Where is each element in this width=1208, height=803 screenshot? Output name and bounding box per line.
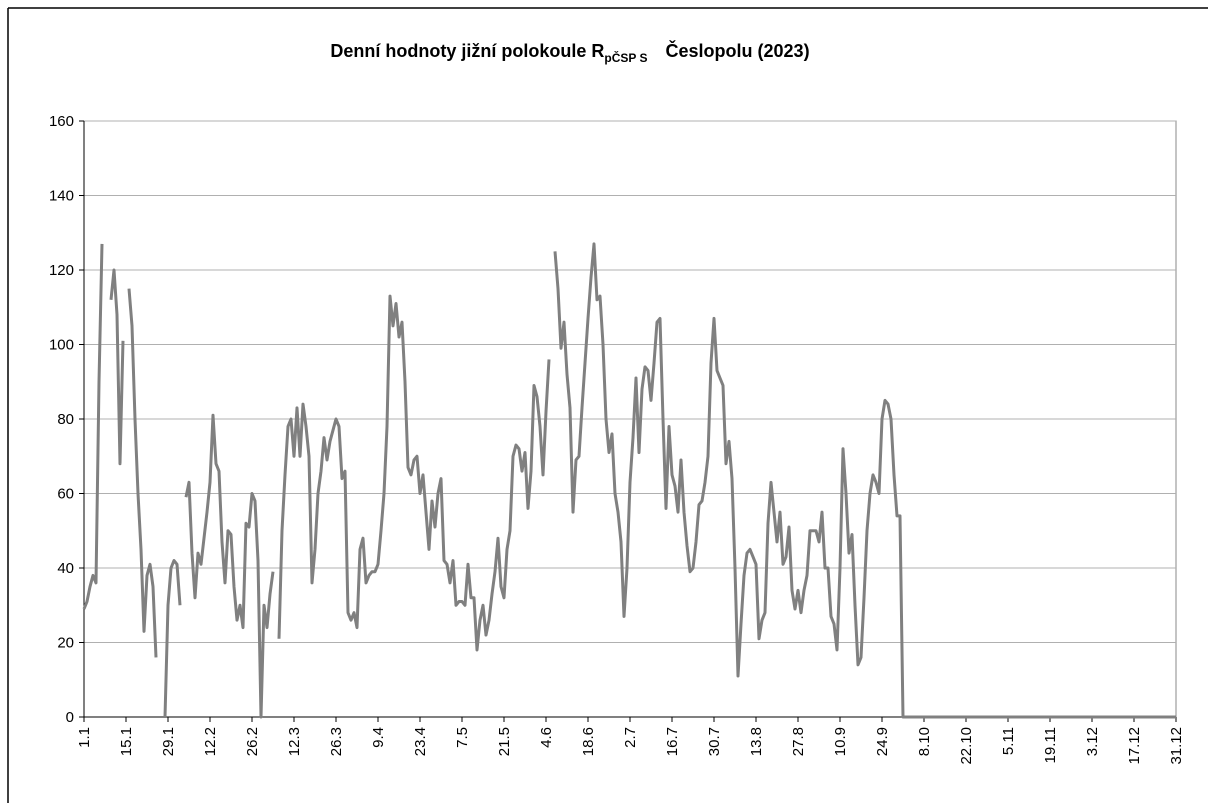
x-tick-label: 22.10 (958, 727, 975, 765)
x-tick-label: 31.12 (1168, 727, 1185, 765)
series-line (163, 559, 182, 718)
title-suffix: Česlopolu (2023) (666, 40, 810, 61)
x-tick-label: 10.9 (832, 727, 849, 756)
y-tick-label: 100 (49, 337, 74, 354)
x-tick-label: 12.3 (286, 727, 303, 756)
y-tick-label: 60 (57, 486, 74, 503)
title-main: Denní hodnoty jižní polokoule R (330, 41, 604, 61)
series-line (277, 294, 551, 652)
y-tick-label: 140 (49, 188, 74, 205)
x-tick-label: 18.6 (580, 727, 597, 756)
x-tick-label: 2.7 (622, 727, 639, 748)
y-tick-label: 0 (66, 709, 74, 726)
y-tick-label: 120 (49, 262, 74, 279)
x-tick-label: 17.12 (1126, 727, 1143, 765)
x-tick-label: 7.5 (454, 727, 471, 748)
x-tick-label: 19.11 (1042, 727, 1059, 763)
y-tick-label: 20 (57, 635, 74, 652)
x-tick-label: 4.6 (538, 727, 555, 748)
x-tick-label: 21.5 (496, 727, 513, 756)
x-tick-label: 1.1 (76, 727, 93, 748)
series-line (109, 268, 125, 466)
series-line (127, 288, 158, 658)
x-tick-label: 8.10 (916, 727, 933, 756)
x-tick-label: 24.9 (874, 727, 891, 756)
x-tick-label: 13.8 (748, 727, 765, 756)
x-tick-label: 15.1 (118, 727, 135, 756)
x-tick-label: 29.1 (160, 727, 177, 756)
x-tick-label: 12.2 (202, 727, 219, 756)
series-line (82, 243, 104, 610)
x-tick-label: 27.8 (790, 727, 807, 756)
x-tick-label: 26.3 (328, 727, 345, 756)
title-subscript: pČSP S (604, 50, 647, 65)
x-tick-label: 16.7 (664, 727, 681, 756)
series-line (553, 242, 1176, 719)
x-tick-label: 5.11 (1000, 727, 1017, 755)
x-tick-label: 9.4 (370, 727, 387, 748)
chart-title: Denní hodnoty jižní polokoule RpČSP S Čes… (330, 40, 809, 65)
y-tick-label: 160 (49, 113, 74, 130)
y-tick-label: 40 (57, 560, 74, 577)
x-tick-label: 3.12 (1084, 727, 1101, 756)
y-tick-label: 80 (57, 411, 74, 428)
x-tick-label: 23.4 (412, 727, 429, 756)
x-tick-label: 26.2 (244, 727, 261, 756)
x-tick-label: 30.7 (706, 727, 723, 756)
series-line (184, 413, 275, 719)
